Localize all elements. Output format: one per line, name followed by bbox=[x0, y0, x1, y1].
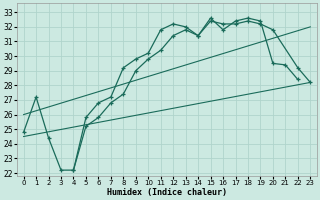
X-axis label: Humidex (Indice chaleur): Humidex (Indice chaleur) bbox=[107, 188, 227, 197]
